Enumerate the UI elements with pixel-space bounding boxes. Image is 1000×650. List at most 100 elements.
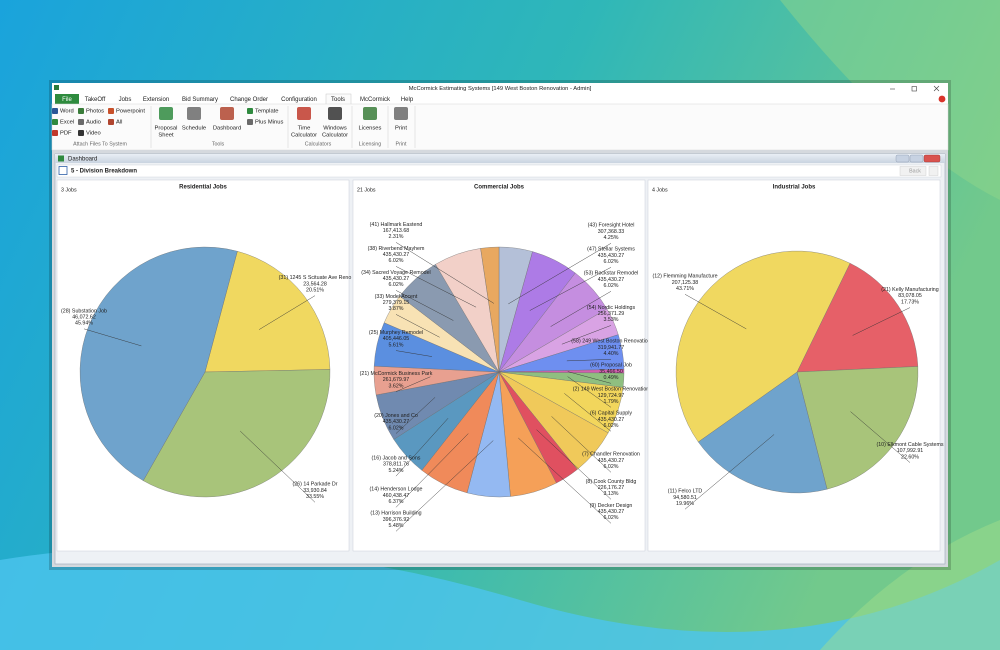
ribbon-icon[interactable] <box>108 119 114 125</box>
ribbon-button[interactable]: All <box>116 120 122 126</box>
ribbon-icon[interactable] <box>78 119 84 125</box>
slice-percent: 6.02% <box>603 515 618 521</box>
ribbon-button[interactable]: Excel <box>60 120 74 126</box>
chart-title: Residential Jobs <box>179 185 227 191</box>
ribbon-button[interactable]: Video <box>86 131 101 137</box>
ribbon-button[interactable]: Windows <box>323 126 347 132</box>
ribbon-icon[interactable] <box>52 108 58 114</box>
slice-percent: 3.13% <box>603 491 618 497</box>
ribbon-icon[interactable] <box>187 107 201 120</box>
ribbon-icon[interactable] <box>363 107 377 120</box>
ribbon-button[interactable]: Photos <box>86 109 104 115</box>
menu-tab[interactable]: Configuration <box>281 97 317 103</box>
ribbon-button[interactable]: Powerpoint <box>116 109 145 115</box>
ribbon-icon[interactable] <box>108 108 114 114</box>
ribbon-button[interactable]: Proposal <box>155 126 178 132</box>
slice-label: (31) 1245 S Scituate Ave Reno <box>279 275 352 281</box>
ribbon-icon[interactable] <box>247 108 253 114</box>
ribbon-icon[interactable] <box>78 108 84 114</box>
leader-line <box>564 393 612 432</box>
ribbon-icon[interactable] <box>220 107 234 120</box>
dashboard-controls[interactable] <box>895 154 941 163</box>
slice-percent: 5.61% <box>388 342 403 348</box>
forward-button[interactable] <box>928 166 939 176</box>
back-label[interactable]: Back <box>909 168 921 174</box>
slice-amount: 435,430.27 <box>383 252 410 258</box>
menu-tab[interactable]: TakeOff <box>85 97 106 103</box>
ribbon-button[interactable]: Audio <box>86 120 101 126</box>
slice-label: (14) Henderson Lodge <box>369 487 422 493</box>
slice-label: (33) Model Accent <box>375 294 418 300</box>
charts: Residential Jobs 3 Jobs (31) 1245 S Scitua… <box>56 179 944 552</box>
slice-label: (53) Rockstar Remodel <box>584 271 638 277</box>
slice-amount: 435,430.27 <box>598 277 625 283</box>
slice-label: (11) Felco LTD <box>668 489 703 495</box>
leader-line <box>395 397 436 434</box>
ribbon-icon[interactable] <box>297 107 311 120</box>
menu-tab[interactable]: Jobs <box>119 97 132 103</box>
leader-line <box>567 376 612 408</box>
ribbon-button[interactable]: Template <box>255 109 279 115</box>
ribbon-button[interactable]: Time <box>298 126 311 132</box>
slice-amount: 23,564.28 <box>303 281 327 287</box>
slice-percent: 2.31% <box>388 234 403 240</box>
help-icon[interactable] <box>938 95 946 103</box>
view-menu-icon[interactable] <box>58 166 68 175</box>
slice-amount: 33,930.84 <box>303 488 327 494</box>
ribbon-button[interactable]: Calculator <box>322 133 348 139</box>
slice-percent: 6.02% <box>603 283 618 289</box>
slice-label: (28) Substation Job <box>61 308 107 314</box>
ribbon-group-label: Attach Files To System <box>73 141 127 147</box>
ribbon-button[interactable]: Licenses <box>359 126 382 132</box>
ribbon <box>51 103 949 151</box>
ribbon-button[interactable]: Schedule <box>182 126 206 132</box>
ribbon-button[interactable]: Sheet <box>158 133 174 139</box>
slice-percent: 3.87% <box>388 306 403 312</box>
menu-tab[interactable]: Help <box>401 97 414 103</box>
app-icon <box>54 85 59 90</box>
ribbon-icon[interactable] <box>52 130 58 136</box>
slice-percent: 20.51% <box>306 287 324 293</box>
file-tab[interactable] <box>55 94 79 104</box>
ribbon-group-label: Licensing <box>359 141 381 147</box>
leader-line <box>566 359 612 362</box>
pie-slice <box>79 246 238 481</box>
slice-percent: 33.55% <box>306 494 324 500</box>
menu-bar: File TakeOff Jobs Extension Bid Summary Chang… <box>55 93 414 106</box>
back-button[interactable] <box>899 166 927 176</box>
ribbon-button[interactable]: PDF <box>60 131 72 137</box>
ribbon-group-label: Calculators <box>305 141 332 147</box>
menu-tab[interactable]: Extension <box>143 97 169 103</box>
leader-line <box>258 295 316 330</box>
ribbon-icon[interactable] <box>78 130 84 136</box>
menu-tab[interactable]: McCormick <box>360 97 391 103</box>
slice-label: (21) McCormick Business Park <box>360 371 433 377</box>
menu-tab[interactable]: Tools <box>331 97 345 103</box>
ribbon-button[interactable]: Dashboard <box>213 126 241 132</box>
leader-line <box>395 350 433 357</box>
ribbon-button[interactable]: Print <box>395 126 407 132</box>
chart-panel: Industrial Jobs 4 Jobs (21) Kelly Manufact… <box>647 179 944 552</box>
menu-tab[interactable]: File <box>62 97 72 103</box>
ribbon-group-label: Tools <box>212 141 225 147</box>
ribbon-groups: Attach Files To System Word Photos Powerpoi… <box>52 106 416 148</box>
ribbon-icon[interactable] <box>328 107 342 120</box>
view-bar <box>56 164 942 178</box>
ribbon-button[interactable]: Calculator <box>291 133 317 139</box>
menu-tab[interactable]: Bid Summary <box>182 97 218 103</box>
background-shape <box>820 520 1000 650</box>
leader-line <box>395 440 494 532</box>
ribbon-icon[interactable] <box>247 119 253 125</box>
slice-amount: 405,446.05 <box>383 336 410 342</box>
ribbon-icon[interactable] <box>394 107 408 120</box>
pie-slice <box>675 250 851 443</box>
ribbon-button[interactable]: Word <box>60 109 74 115</box>
slice-amount: 279,379.15 <box>383 300 410 306</box>
ribbon-button[interactable]: Plus Minus <box>255 120 283 126</box>
menu-tab[interactable]: Change Order <box>230 97 268 103</box>
slice-percent: 1.79% <box>603 399 618 405</box>
ribbon-icon[interactable] <box>52 119 58 125</box>
ribbon-icon[interactable] <box>159 107 173 120</box>
window-controls[interactable] <box>890 85 940 92</box>
